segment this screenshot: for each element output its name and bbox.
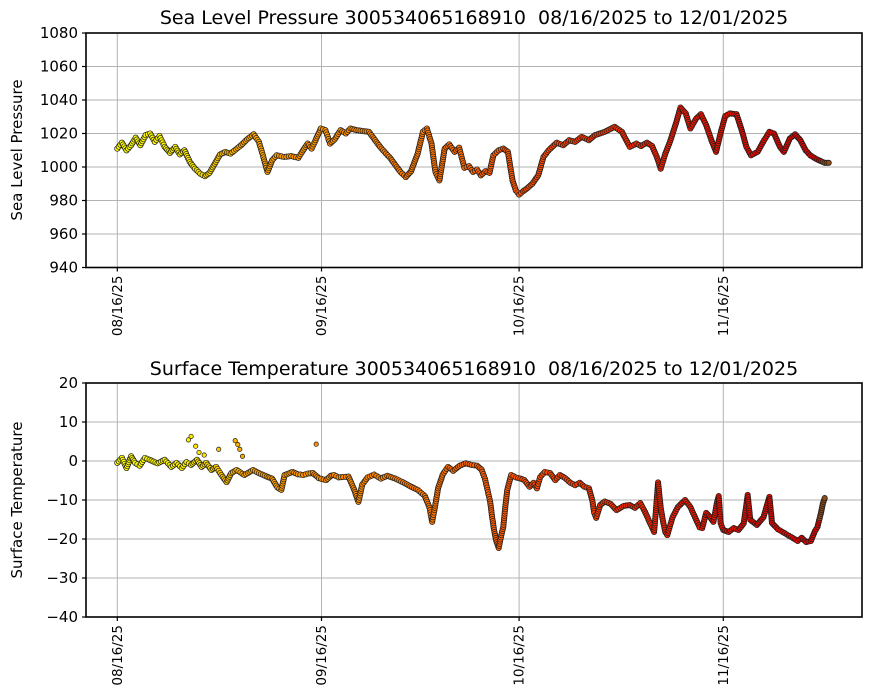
x-tick-label: 09/16/25 [314, 625, 330, 686]
outlier-point [237, 446, 243, 452]
y-tick-label: 1020 [40, 125, 78, 143]
outlier-point [216, 446, 222, 452]
y-tick-label: 0 [68, 452, 78, 470]
temperature-plot-area: 20 10 0 −10 −20 −30 −40 08/16/25 09/16/25 10/16/2… [46, 374, 863, 686]
y-tick-label: 940 [49, 259, 78, 277]
y-tick-label: 20 [59, 374, 78, 392]
y-tick-label: 10 [59, 413, 78, 431]
data-point [821, 495, 828, 502]
y-tick-label: −20 [46, 530, 78, 548]
outlier-point [239, 453, 246, 459]
x-tick-label: 11/16/25 [716, 276, 732, 337]
y-tick-label: 960 [49, 225, 78, 243]
outlier-point [201, 452, 207, 458]
x-tick-label: 08/16/25 [110, 276, 126, 337]
pressure-y-axis-label: Sea Level Pressure [8, 79, 26, 220]
axis-ticks: 20 10 0 −10 −20 −30 −40 08/16/25 09/16/25 10/16/2… [46, 374, 731, 686]
x-tick-label: 11/16/25 [716, 625, 732, 686]
temperature-plot-title: Surface Temperature 300534065168910 08/1… [150, 358, 798, 380]
outlier-point [196, 449, 202, 455]
plot-border [85, 32, 863, 269]
gridlines [86, 32, 862, 268]
y-tick-label: 1040 [40, 91, 78, 109]
data-point [825, 159, 832, 166]
x-tick-label: 10/16/25 [512, 625, 528, 686]
axis-ticks: 1080 1060 1040 1020 1000 980 960 940 08/16/25 09/… [40, 24, 732, 336]
y-tick-label: −40 [46, 608, 78, 626]
x-tick-label: 09/16/25 [314, 276, 330, 337]
outlier-point [193, 443, 199, 449]
outlier-point [232, 438, 238, 444]
y-tick-label: 980 [49, 192, 78, 210]
outlier-point [313, 441, 319, 447]
outlier-point [185, 437, 191, 443]
x-tick-label: 10/16/25 [512, 276, 528, 337]
pressure-plot-title: Sea Level Pressure 300534065168910 08/16… [160, 7, 788, 29]
y-tick-label: 1000 [40, 158, 78, 176]
outlier-points [185, 433, 319, 459]
outlier-point [235, 442, 241, 448]
data-series [114, 104, 832, 198]
outlier-point [188, 433, 194, 439]
temperature-y-axis-label: Surface Temperature [8, 422, 26, 579]
data-series [114, 453, 828, 552]
y-tick-label: 1080 [40, 24, 78, 42]
pressure-plot-area: 1080 1060 1040 1020 1000 980 960 940 08/16/25 09/… [40, 24, 863, 336]
y-tick-label: −10 [46, 491, 78, 509]
x-tick-label: 08/16/25 [110, 625, 126, 686]
y-tick-label: 1060 [40, 58, 78, 76]
y-tick-label: −30 [46, 569, 78, 587]
